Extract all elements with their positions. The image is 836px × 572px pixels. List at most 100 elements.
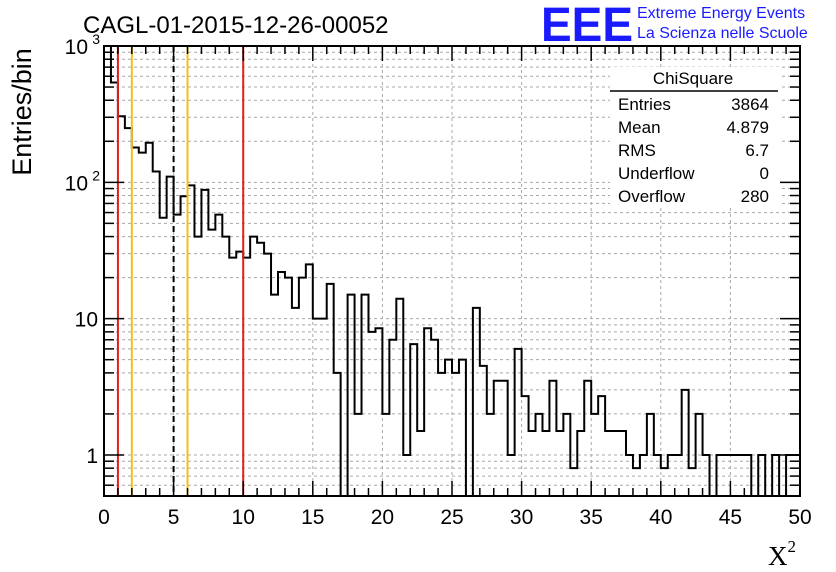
histogram-bin	[201, 190, 208, 496]
histogram-bin	[382, 414, 389, 496]
x-tick-label: 30	[510, 506, 533, 529]
histogram-bin	[619, 431, 626, 496]
histogram-bin	[375, 328, 382, 496]
histogram-bars	[103, 45, 800, 497]
stats-row-label: Overflow	[618, 187, 686, 206]
histogram-bin	[536, 414, 543, 496]
histogram-bin	[438, 373, 445, 496]
histogram-bin	[194, 237, 201, 496]
stats-row-label: Underflow	[618, 164, 695, 183]
histogram-bin	[111, 82, 118, 496]
histogram-bin	[542, 431, 549, 496]
stats-row-value: 6.7	[745, 141, 769, 160]
histogram-bin	[355, 414, 362, 496]
x-tick-label: 50	[788, 506, 811, 529]
histogram-bin	[716, 455, 723, 496]
histogram-bin	[529, 431, 536, 496]
histogram-bin	[222, 237, 229, 496]
histogram-bin	[215, 215, 222, 496]
x-axis-label-superscript: 2	[788, 537, 797, 556]
histogram-bin	[661, 468, 668, 496]
y-tick-label: 10	[65, 172, 88, 195]
histogram-bin	[278, 272, 285, 496]
x-tick-label: 45	[719, 506, 742, 529]
histogram-bin	[118, 116, 125, 496]
histogram-bin	[501, 381, 508, 496]
histogram-bin	[445, 360, 452, 496]
histogram-bin	[174, 215, 181, 496]
histogram-bin	[605, 431, 612, 496]
x-tick-label: 20	[371, 506, 394, 529]
eee-logo: EEE Extreme Energy Events La Scienza nel…	[541, 0, 808, 52]
histogram-bin	[744, 455, 751, 496]
histogram-bin	[146, 143, 153, 496]
histogram-bin	[452, 373, 459, 496]
y-tick-label: 10	[65, 36, 88, 59]
histogram-bin	[682, 390, 689, 496]
stats-box-rows: Entries 3864 Mean 4.879 RMS 6.7 Underflow 0 Over…	[618, 95, 769, 206]
histogram-bin	[334, 373, 341, 496]
histogram-bin	[236, 252, 243, 496]
stats-row-label: Mean	[618, 118, 661, 137]
histogram-bin	[654, 455, 661, 496]
stats-box-title: ChiSquare	[653, 69, 733, 88]
histogram-bin	[396, 299, 403, 496]
x-tick-label: 40	[649, 506, 672, 529]
histogram-bin	[257, 243, 264, 496]
histogram-bin	[675, 455, 682, 496]
histogram-outline	[103, 45, 800, 497]
histogram-bin	[132, 148, 139, 496]
x-tick-label: 0	[98, 506, 110, 529]
stats-box: ChiSquare Entries 3864 Mean 4.879 RMS 6.7 Unde…	[610, 67, 780, 207]
histogram-bin	[549, 381, 556, 496]
histogram-bin	[508, 455, 515, 496]
histogram-bin	[243, 258, 250, 496]
histogram-bin	[313, 319, 320, 496]
stats-row-label: Entries	[618, 95, 671, 114]
histogram-bin	[264, 254, 271, 496]
histogram-bin	[424, 328, 431, 496]
x-tick-label: 5	[168, 506, 180, 529]
histogram-bin	[584, 381, 591, 496]
histogram-bin	[689, 468, 696, 496]
histogram-bin	[403, 455, 410, 496]
histogram-bin	[153, 172, 160, 496]
stats-row-value: 0	[760, 164, 769, 183]
histogram-bin	[139, 153, 146, 496]
histogram-bin	[348, 295, 355, 496]
histogram-bin	[362, 295, 369, 496]
histogram-bin	[306, 264, 313, 496]
histogram-bin	[772, 455, 779, 496]
histogram-bin	[327, 284, 334, 496]
histogram-bin	[640, 455, 647, 496]
histogram-bin	[737, 455, 744, 496]
histogram-bin	[473, 308, 480, 496]
histogram-bin	[626, 455, 633, 496]
logo-mark: EEE	[541, 0, 633, 52]
histogram-bin	[515, 349, 522, 496]
grid-lines	[104, 46, 800, 497]
stats-row-label: RMS	[618, 141, 656, 160]
histogram-bin	[758, 455, 765, 496]
histogram-bin	[633, 468, 640, 496]
histogram-bin	[167, 177, 174, 496]
histogram-bin	[577, 431, 584, 496]
histogram-bin	[285, 278, 292, 496]
histogram-bin	[591, 414, 598, 496]
histogram-bin	[320, 319, 327, 496]
histogram-bin	[368, 332, 375, 496]
y-tick-label-exponent: 2	[92, 167, 100, 183]
histogram-bin	[410, 344, 417, 496]
histogram-bin	[292, 308, 299, 496]
histogram-bin	[494, 381, 501, 496]
histogram-bin	[299, 278, 306, 496]
histogram-bin	[181, 196, 188, 496]
histogram-bin	[431, 340, 438, 496]
stats-row-value: 4.879	[726, 118, 769, 137]
stats-row-value: 280	[741, 187, 769, 206]
y-tick-label: 1	[86, 445, 98, 468]
logo-line-2: La Scienza nelle Scuole	[637, 25, 808, 42]
threshold-lines	[116, 46, 245, 496]
